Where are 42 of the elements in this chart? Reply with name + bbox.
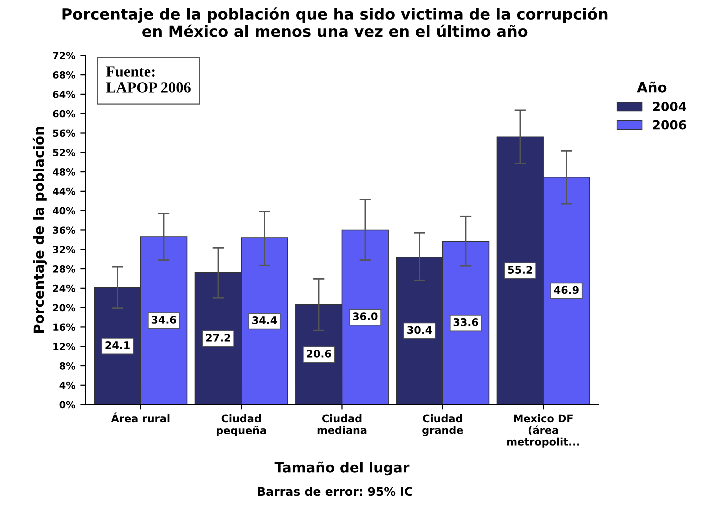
y-tick-label: 24%	[53, 284, 76, 292]
data-label: 33.6	[454, 318, 478, 326]
y-tick-label: 12%	[54, 343, 76, 350]
y-tick-label: 20%	[53, 304, 76, 312]
data-label: 24.1	[106, 342, 130, 350]
y-tick-label: 60%	[53, 110, 76, 118]
y-tick-label: 8%	[60, 362, 76, 370]
text: Barras de error: 95% IC	[258, 486, 412, 496]
chart-title: Porcentaje de la población que ha sido victima de la corrupción en México al menos una vez en el último año	[62, 8, 608, 38]
y-tick-label: 0%	[60, 401, 76, 409]
y-tick-label: 72%	[53, 52, 76, 60]
x-tick-label: Ciudad grande	[422, 414, 464, 436]
y-tick-label: 52%	[53, 149, 76, 156]
y-tick-label: 36%	[53, 226, 76, 234]
legend-label: 2004	[653, 102, 687, 112]
y-tick-label: 56%	[53, 130, 76, 138]
data-label: 34.4	[252, 316, 278, 324]
y-axis-title: Porcentaje de la población	[32, 127, 48, 334]
x-tick-label: Ciudad mediana	[318, 414, 367, 434]
y-tick-label: 44%	[53, 188, 76, 196]
data-label: 20.6	[307, 350, 332, 358]
y-tick-label: 4%	[60, 382, 76, 390]
x-tick-label: Área rural	[111, 412, 170, 423]
y-tick-label: 28%	[53, 266, 76, 273]
legend-title: Año	[637, 82, 667, 93]
x-axis-title: Tamaño del lugar	[274, 462, 410, 476]
y-tick-label: 68%	[53, 72, 76, 79]
data-label: 34.6	[152, 316, 176, 324]
data-label: 36.0	[353, 312, 378, 321]
y-tick-label: 64%	[53, 90, 76, 98]
annotation: Fuente: LAPOP 2006	[106, 66, 191, 93]
data-label: 30.4	[408, 326, 432, 334]
data-label: 27.2	[206, 334, 230, 342]
y-tick-label: 48%	[53, 168, 76, 176]
y-tick-label: 16%	[54, 324, 76, 332]
legend-label: 2006	[653, 120, 686, 130]
y-tick-label: 32%	[53, 246, 76, 254]
data-label: 46.9	[554, 286, 579, 294]
data-label: 55.2	[508, 266, 532, 274]
y-tick-label: 40%	[53, 207, 76, 215]
x-tick-label: Ciudad pequeña	[217, 414, 266, 436]
x-tick-label: Mexico DF (área metropolit...	[508, 414, 580, 448]
